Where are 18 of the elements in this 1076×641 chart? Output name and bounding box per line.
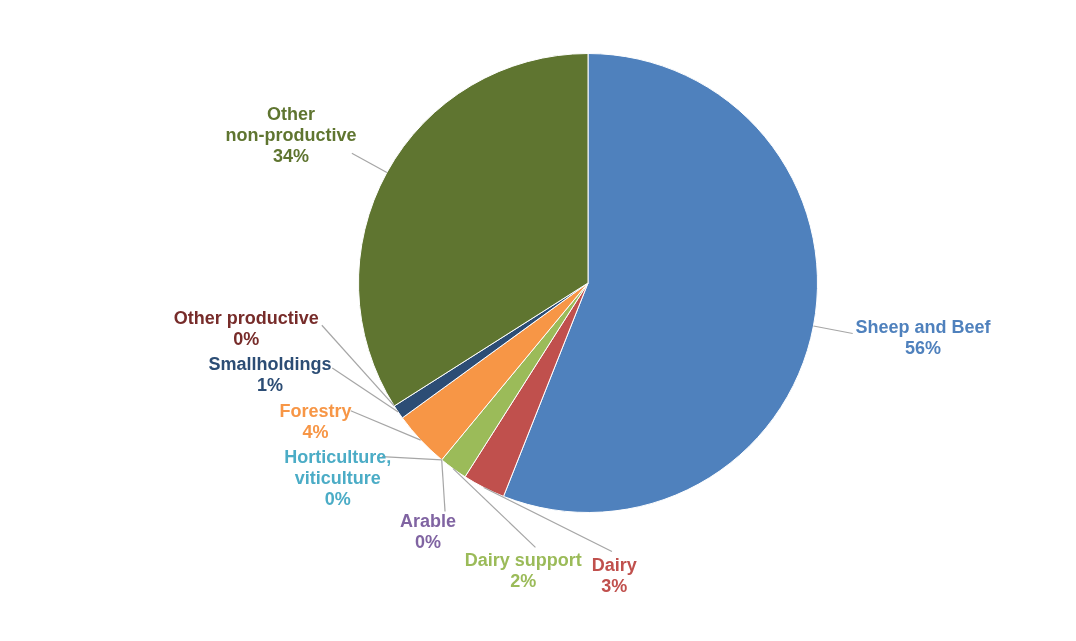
- data-label: 2%: [510, 571, 537, 592]
- slice-label: Other non-productive: [225, 104, 357, 146]
- category-label: Other productive: [173, 307, 319, 328]
- data-label: 34%: [272, 146, 309, 167]
- category-label: Horticulture, viticulture: [284, 447, 392, 489]
- slice-label: Dairy: [591, 554, 637, 575]
- text: 0%: [415, 532, 442, 553]
- data-label: 56%: [904, 337, 941, 358]
- data-label: 1%: [257, 375, 284, 396]
- slice-label: Sheep and Beef: [855, 316, 992, 337]
- text: 0%: [233, 328, 260, 349]
- slice-label: Forestry: [279, 401, 352, 422]
- slice-label: Smallholdings: [208, 354, 332, 375]
- data-label: 3%: [601, 575, 628, 596]
- slice-label: Dairy support: [464, 550, 582, 571]
- text: 0%: [324, 489, 351, 510]
- data-label: 4%: [302, 422, 329, 443]
- category-label: Arable: [400, 511, 457, 532]
